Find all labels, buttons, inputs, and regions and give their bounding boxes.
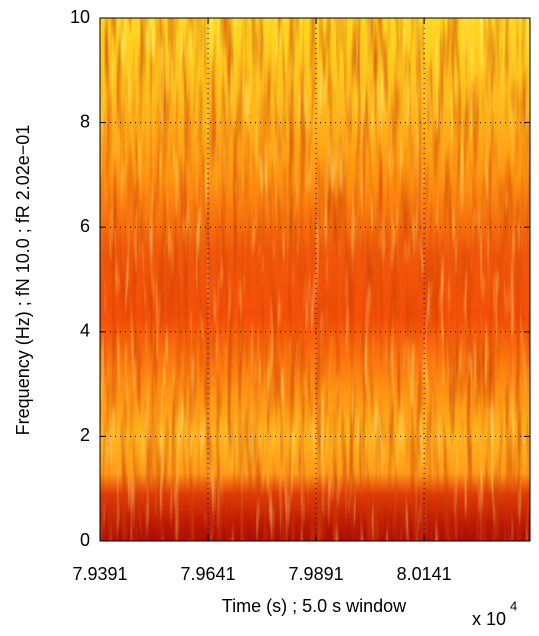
y-axis-label: Frequency (Hz) ; fN 10.0 ; fR 2.02e−01 (13, 125, 33, 436)
y-tick-label: 8 (80, 111, 90, 131)
spectrogram-image (100, 18, 530, 541)
x-tick-label: 7.9641 (181, 564, 236, 584)
y-tick-label: 0 (80, 530, 90, 550)
y-tick-label: 4 (80, 321, 90, 341)
x-tick-label: 7.9391 (72, 564, 127, 584)
x-tick-label: 8.0141 (397, 564, 452, 584)
x-axis-label: Time (s) ; 5.0 s window (222, 596, 407, 616)
x-tick-label: 7.9891 (289, 564, 344, 584)
y-tick-label: 2 (80, 425, 90, 445)
x-multiplier: x 10 (472, 609, 506, 629)
y-tick-label: 10 (70, 7, 90, 27)
y-tick-label: 6 (80, 216, 90, 236)
x-multiplier-exponent: 4 (510, 598, 517, 613)
